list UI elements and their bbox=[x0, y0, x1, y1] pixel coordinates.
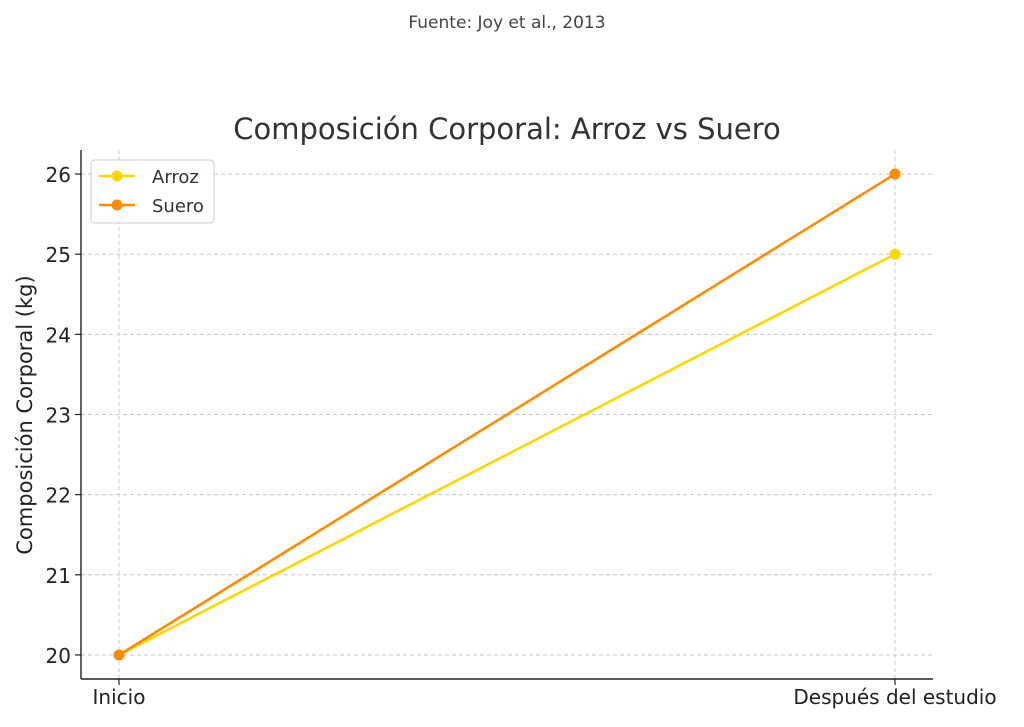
legend-marker bbox=[111, 199, 123, 211]
legend-label: Suero bbox=[152, 196, 204, 217]
y-tick-label: 20 bbox=[46, 644, 71, 668]
legend-marker bbox=[111, 170, 123, 182]
series-line-suero bbox=[118, 172, 896, 657]
chart-title: Composición Corporal: Arroz vs Suero bbox=[233, 112, 781, 146]
y-axis-label: Composición Corporal (kg) bbox=[13, 275, 37, 554]
data-point-arroz bbox=[889, 248, 901, 260]
data-point-suero bbox=[113, 649, 125, 661]
y-tick-label: 23 bbox=[46, 404, 71, 428]
x-tick-label: Después del estudio bbox=[793, 685, 996, 709]
y-tick-label: 22 bbox=[46, 484, 71, 508]
legend: Arroz Suero bbox=[90, 159, 215, 224]
y-tick-label: 26 bbox=[46, 163, 71, 187]
series-lines bbox=[113, 168, 901, 661]
series-line-arroz bbox=[118, 253, 896, 657]
y-tick-label: 24 bbox=[46, 323, 71, 347]
source-note: Fuente: Joy et al., 2013 bbox=[408, 13, 605, 33]
data-point-suero bbox=[889, 168, 901, 180]
tick-labels: 20 21 22 23 24 25 26 Inicio Después del estudio bbox=[46, 163, 997, 709]
x-tick-label: Inicio bbox=[93, 685, 146, 709]
axes bbox=[75, 150, 933, 685]
y-tick-label: 21 bbox=[46, 564, 71, 588]
grid-lines bbox=[81, 150, 933, 679]
legend-label: Arroz bbox=[152, 167, 199, 188]
y-tick-label: 25 bbox=[46, 243, 71, 267]
